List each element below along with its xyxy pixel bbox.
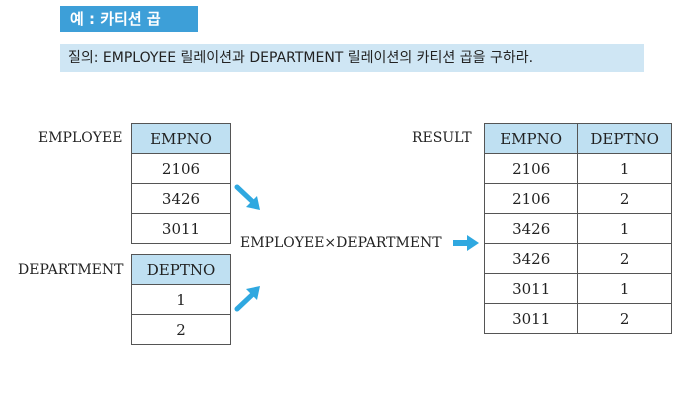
result-cell: 1 <box>577 273 672 304</box>
employee-cell: 3011 <box>131 213 231 244</box>
diagonal-up-arrow-icon <box>234 286 260 312</box>
employee-table: EMPNO 2106 3426 3011 <box>131 123 231 244</box>
department-table: DEPTNO 1 2 <box>131 254 231 345</box>
department-cell: 1 <box>131 284 231 315</box>
operation-expression: EMPLOYEE×DEPARTMENT <box>240 235 442 251</box>
table-row: 3011 1 <box>483 273 672 304</box>
result-column-header: DEPTNO <box>577 123 672 154</box>
right-arrow-icon <box>453 235 479 251</box>
table-row: 2106 2 <box>483 183 672 214</box>
result-table: EMPNO DEPTNO 2106 1 2106 2 3426 1 3426 2… <box>483 123 672 334</box>
result-cell: 2106 <box>483 153 579 184</box>
query-text: 질의: EMPLOYEE 릴레이션과 DEPARTMENT 릴레이션의 카티션 … <box>60 44 644 72</box>
department-label: DEPARTMENT <box>18 262 124 278</box>
table-row: 2106 1 <box>483 153 672 184</box>
result-cell: 1 <box>577 153 672 184</box>
table-row: 3426 1 <box>483 213 672 244</box>
table-row: 3011 <box>131 213 231 244</box>
result-cell: 3426 <box>483 243 579 274</box>
result-column-header: EMPNO <box>483 123 579 154</box>
employee-column-header: EMPNO <box>131 123 231 154</box>
table-row: 2 <box>131 314 231 345</box>
example-title: 예 : 카티션 곱 <box>60 6 198 32</box>
diagonal-down-arrow-icon <box>234 184 260 210</box>
result-cell: 2 <box>577 183 672 214</box>
result-cell: 3426 <box>483 213 579 244</box>
result-label: RESULT <box>412 130 472 146</box>
table-row: 3011 2 <box>483 303 672 334</box>
employee-cell: 2106 <box>131 153 231 184</box>
employee-cell: 3426 <box>131 183 231 214</box>
result-cell: 2106 <box>483 183 579 214</box>
result-cell: 2 <box>577 303 672 334</box>
department-column-header: DEPTNO <box>131 254 231 285</box>
table-row: 1 <box>131 284 231 315</box>
table-row: 2106 <box>131 153 231 184</box>
result-cell: 3011 <box>483 273 579 304</box>
employee-label: EMPLOYEE <box>38 130 123 146</box>
table-row: 3426 2 <box>483 243 672 274</box>
result-cell: 1 <box>577 213 672 244</box>
result-cell: 3011 <box>483 303 579 334</box>
table-row: 3426 <box>131 183 231 214</box>
department-cell: 2 <box>131 314 231 345</box>
result-cell: 2 <box>577 243 672 274</box>
